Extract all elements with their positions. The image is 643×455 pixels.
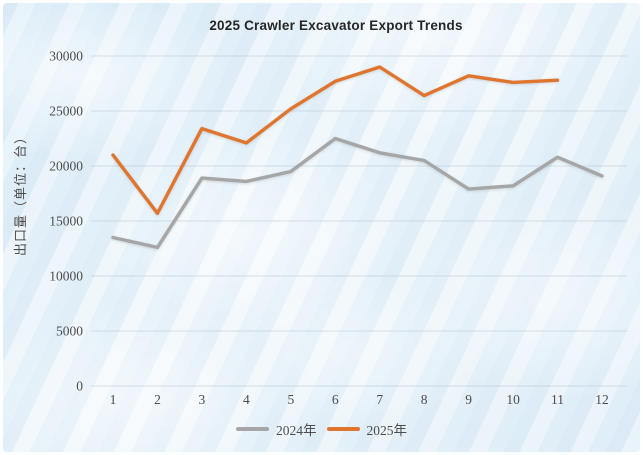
x-tick-label: 6 [332,392,339,407]
y-tick-label: 25000 [49,104,83,119]
x-tick-label: 1 [110,392,117,407]
x-tick-label: 8 [421,392,428,407]
y-tick-label: 10000 [49,269,83,284]
y-tick-label: 5000 [56,324,83,339]
x-tick-label: 11 [551,392,564,407]
chart-legend: 2024年 2025年 [3,419,640,439]
y-tick-label: 0 [76,379,83,394]
y-tick-label: 15000 [49,214,83,229]
legend-label: 2024年 [276,423,317,438]
x-tick-label: 4 [243,392,250,407]
legend-item-2025年: 2025年 [326,419,408,439]
x-tick-label: 10 [506,392,520,407]
x-tick-label: 2 [154,392,161,407]
legend-swatch [326,427,360,431]
x-tick-label: 9 [465,392,472,407]
y-tick-label: 20000 [49,159,83,174]
series-line-2024年 [111,136,604,250]
legend-label: 2025年 [366,423,408,438]
y-tick-label: 30000 [49,49,83,64]
y-axis-title: 出口量（单位：台） [13,130,28,256]
x-tick-label: 12 [595,392,609,407]
x-tick-label: 7 [376,392,383,407]
chart-title: 2025 Crawler Excavator Export Trends [209,18,463,33]
legend-swatch [236,427,269,431]
legend-item-2024年: 2024年 [236,419,317,439]
x-tick-label: 5 [287,392,294,407]
x-tick-label: 3 [199,392,206,407]
series-line-2025年 [111,65,560,216]
